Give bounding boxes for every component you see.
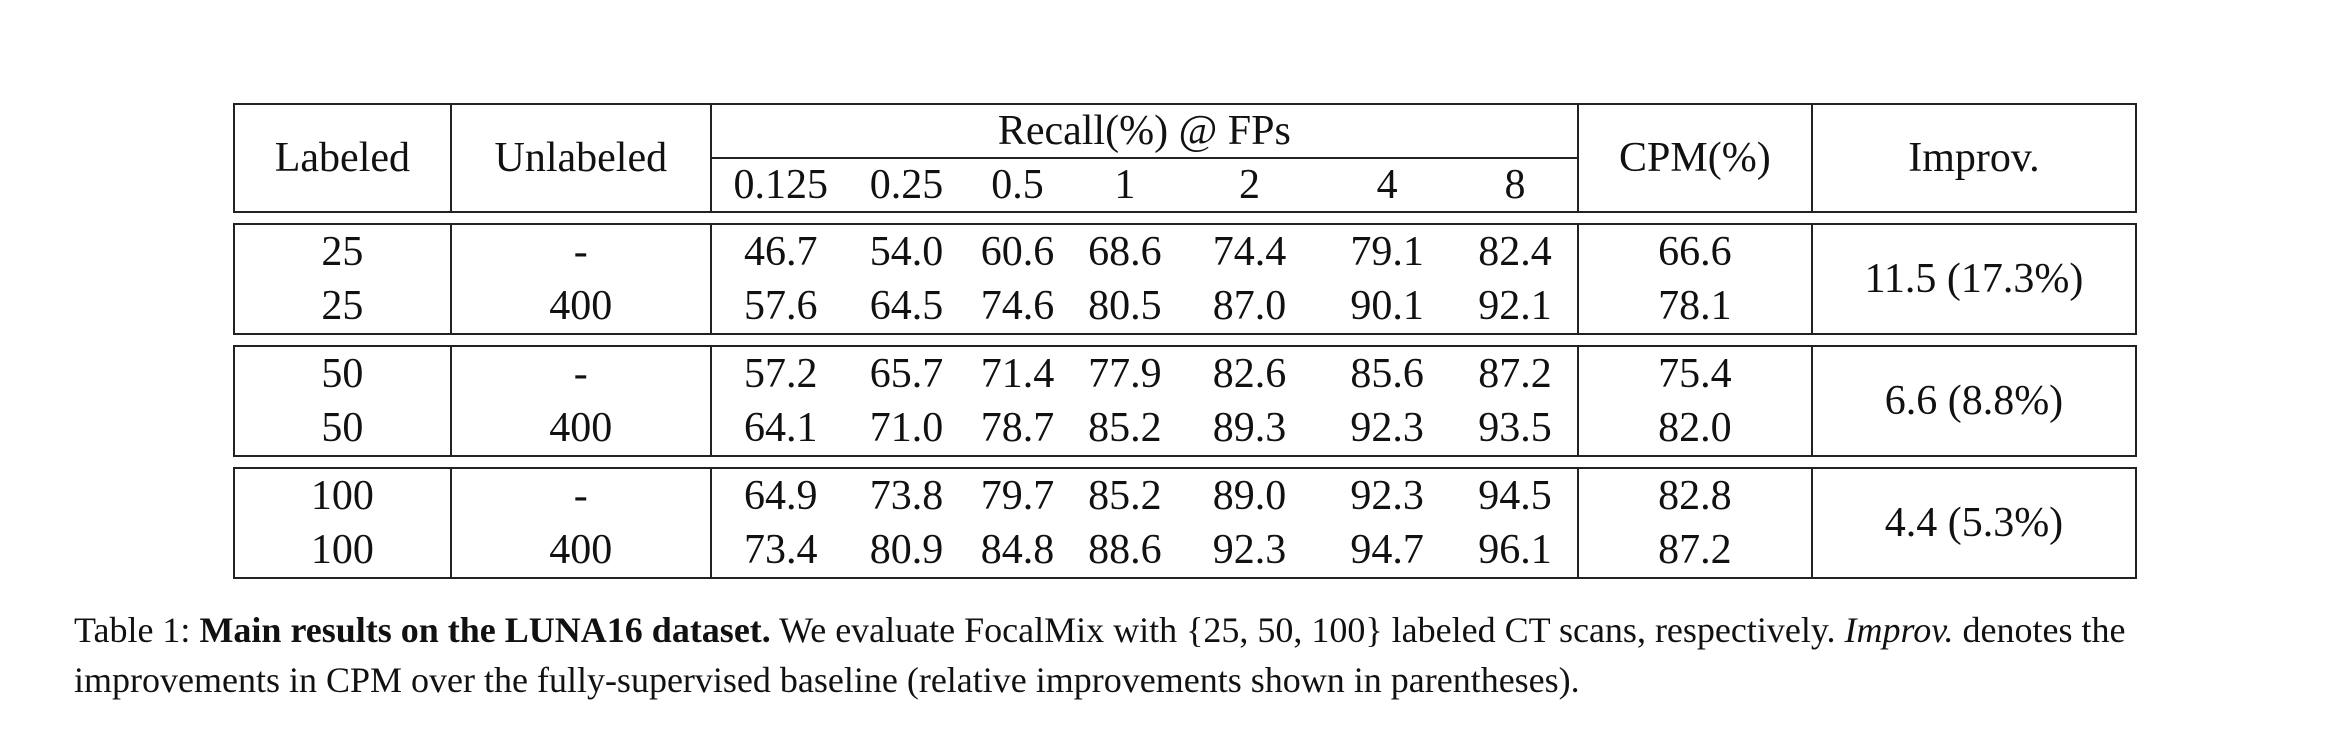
cell-recall: 74.6 xyxy=(963,279,1072,335)
table-row: 50-57.2 65.7 71.4 77.9 82.6 85.6 87.2 75.4 6.6 (… xyxy=(233,345,2138,457)
cell-recall: 85.2 xyxy=(1071,401,1178,457)
cell-recall: 92.3 xyxy=(1177,523,1321,579)
cell-cpm: 66.6 xyxy=(1576,223,1813,279)
cell-cpm: 78.1 xyxy=(1576,279,1813,335)
cell-recall: 88.6 xyxy=(1071,523,1178,579)
header-recall-group: Recall(%) @ FPs xyxy=(709,103,1579,158)
cell-recall: 73.4 xyxy=(709,523,850,579)
caption-text-1: We evaluate FocalMix with {25, 50, 100} … xyxy=(770,610,1845,650)
cell-cpm: 82.8 xyxy=(1576,467,1813,523)
cell-improv: 6.6 (8.8%) xyxy=(1810,345,2138,457)
cell-cpm: 82.0 xyxy=(1576,401,1813,457)
cell-improv: 4.4 (5.3%) xyxy=(1810,467,2138,579)
cell-cpm: 75.4 xyxy=(1576,345,1813,401)
cell-recall: 94.7 xyxy=(1320,523,1454,579)
table-caption: Table 1: Main results on the LUNA16 data… xyxy=(74,605,2274,705)
cell-unlabeled: - xyxy=(449,467,712,523)
cell-recall: 89.0 xyxy=(1177,467,1321,523)
cell-labeled: 100 xyxy=(233,467,452,523)
cell-recall: 92.3 xyxy=(1320,467,1454,523)
cell-recall: 80.9 xyxy=(849,523,964,579)
cell-recall: 64.5 xyxy=(849,279,964,335)
cell-recall: 74.4 xyxy=(1177,223,1321,279)
header-fp: 0.5 xyxy=(963,157,1072,213)
cell-unlabeled: 400 xyxy=(449,401,712,457)
cell-recall: 82.4 xyxy=(1453,223,1579,279)
cell-recall: 94.5 xyxy=(1453,467,1579,523)
caption-title: Main results on the LUNA16 dataset. xyxy=(199,610,771,650)
caption-text-2: denotes the improvements in CPM over the… xyxy=(74,610,2126,700)
header-fp: 8 xyxy=(1453,157,1579,213)
header-improv: Improv. xyxy=(1810,103,2138,213)
table-row: 100 400 73.4 80.9 84.8 88.6 92.3 94.7 96.1 87.2 xyxy=(233,523,2136,579)
cell-recall: 60.6 xyxy=(963,223,1072,279)
cell-recall: 68.6 xyxy=(1071,223,1178,279)
cell-unlabeled: 400 xyxy=(449,523,712,579)
table-row: 25 400 57.6 64.5 74.6 80.5 87.0 90.1 92.1 78.1 xyxy=(233,279,2136,335)
cell-recall: 84.8 xyxy=(963,523,1072,579)
header-fp: 0.125 xyxy=(709,157,850,213)
cell-labeled: 50 xyxy=(233,345,452,401)
cell-recall: 57.2 xyxy=(709,345,850,401)
header-cpm: CPM(%) xyxy=(1576,103,1813,213)
results-table: Labeled Unlabeled Recall(%) @ FPs CPM(%)… xyxy=(233,103,2138,579)
header-fp: 0.25 xyxy=(849,157,964,213)
cell-recall: 71.4 xyxy=(963,345,1072,401)
cell-recall: 64.9 xyxy=(709,467,850,523)
cell-recall: 93.5 xyxy=(1453,401,1579,457)
cell-recall: 85.6 xyxy=(1320,345,1454,401)
table-row: 50 400 64.1 71.0 78.7 85.2 89.3 92.3 93.5 82.0 xyxy=(233,401,2136,457)
cell-recall: 71.0 xyxy=(849,401,964,457)
cell-recall: 78.7 xyxy=(963,401,1072,457)
cell-unlabeled: - xyxy=(449,345,712,401)
table-row: 100-64.9 73.8 79.7 85.2 89.0 92.3 94.5 82.8 4.4 … xyxy=(233,467,2138,579)
header-fp: 4 xyxy=(1320,157,1454,213)
cell-labeled: 100 xyxy=(233,523,452,579)
cell-recall: 87.0 xyxy=(1177,279,1321,335)
cell-recall: 89.3 xyxy=(1177,401,1321,457)
cell-labeled: 25 xyxy=(233,279,452,335)
cell-unlabeled: - xyxy=(449,223,712,279)
cell-recall: 80.5 xyxy=(1071,279,1178,335)
cell-labeled: 25 xyxy=(233,223,452,279)
cell-recall: 79.1 xyxy=(1320,223,1454,279)
cell-recall: 87.2 xyxy=(1453,345,1579,401)
table-row: 25-46.7 54.0 60.6 68.6 74.4 79.1 82.4 66.6 11.5 … xyxy=(233,223,2138,335)
cell-recall: 54.0 xyxy=(849,223,964,279)
header-unlabeled: Unlabeled xyxy=(449,103,712,213)
cell-recall: 73.8 xyxy=(849,467,964,523)
cell-recall: 85.2 xyxy=(1071,467,1178,523)
cell-labeled: 50 xyxy=(233,401,452,457)
cell-cpm: 87.2 xyxy=(1576,523,1813,579)
cell-recall: 46.7 xyxy=(709,223,850,279)
cell-recall: 90.1 xyxy=(1320,279,1454,335)
cell-recall: 92.3 xyxy=(1320,401,1454,457)
header-fp: 1 xyxy=(1071,157,1178,213)
cell-recall: 65.7 xyxy=(849,345,964,401)
cell-recall: 77.9 xyxy=(1071,345,1178,401)
caption-italic: Improv. xyxy=(1844,610,1954,650)
cell-recall: 57.6 xyxy=(709,279,850,335)
caption-prefix: Table 1: xyxy=(74,610,200,650)
header-labeled: Labeled xyxy=(233,103,452,213)
cell-recall: 92.1 xyxy=(1453,279,1579,335)
cell-improv: 11.5 (17.3%) xyxy=(1810,223,2138,335)
cell-recall: 96.1 xyxy=(1453,523,1579,579)
cell-recall: 64.1 xyxy=(709,401,850,457)
header-fp: 2 xyxy=(1177,157,1321,213)
cell-recall: 82.6 xyxy=(1177,345,1321,401)
cell-recall: 79.7 xyxy=(963,467,1072,523)
cell-unlabeled: 400 xyxy=(449,279,712,335)
